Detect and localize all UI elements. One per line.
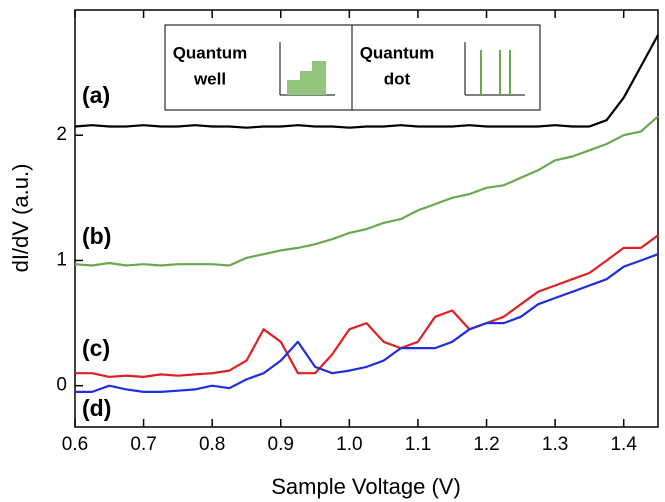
data-line — [75, 253, 659, 393]
y-tick-label: 2 — [56, 124, 67, 145]
well-icon — [279, 42, 335, 96]
inset — [164, 24, 541, 111]
x-tick-label: 1.0 — [336, 434, 362, 455]
inset-label: dot — [384, 69, 411, 88]
data-line — [75, 234, 659, 378]
x-tick-label: 1.1 — [405, 434, 431, 455]
y-tick-label: 0 — [56, 375, 67, 396]
inset-label: Quantum — [173, 43, 248, 62]
icon-steps — [287, 61, 326, 95]
series-label: (a) — [82, 82, 110, 108]
y-axis-label: dI/dV (a.u.) — [8, 164, 33, 273]
x-tick-label: 0.9 — [268, 434, 294, 455]
inset-label: well — [193, 69, 226, 88]
x-tick-label: 0.7 — [130, 434, 156, 455]
x-tick-label: 0.8 — [199, 434, 225, 455]
data-line — [74, 115, 659, 267]
x-tick-label: 1.4 — [610, 434, 637, 455]
x-tick-label: 0.6 — [62, 434, 88, 455]
x-tick-label: 1.2 — [473, 434, 499, 455]
data-line — [74, 34, 659, 129]
x-axis-label: Sample Voltage (V) — [271, 474, 461, 499]
series-label: (d) — [82, 395, 111, 421]
inset-label: Quantum — [360, 43, 435, 62]
y-tick-label: 1 — [56, 249, 67, 270]
dot-icon — [464, 42, 525, 96]
series-label: (b) — [82, 223, 111, 249]
x-tick-label: 1.3 — [542, 434, 568, 455]
series-label: (c) — [82, 335, 110, 361]
plot-frame — [74, 9, 659, 428]
